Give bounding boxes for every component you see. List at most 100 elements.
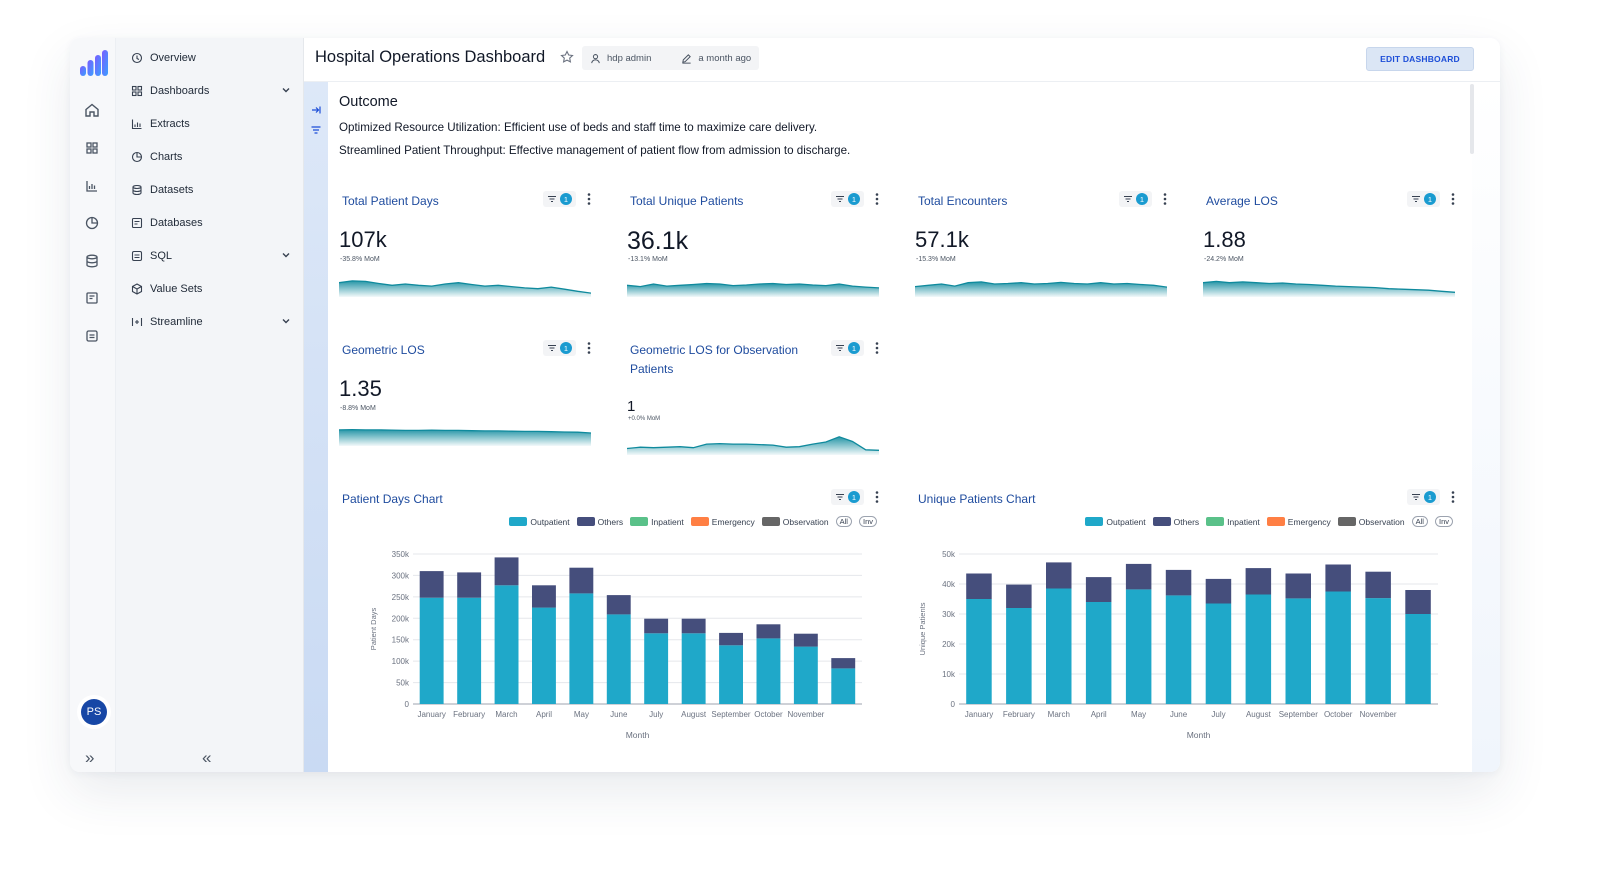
kpi-title[interactable]: Total Unique Patients xyxy=(630,194,744,208)
active-filters-indicator[interactable]: 1 xyxy=(1407,489,1440,505)
chevron-down-icon[interactable] xyxy=(281,85,291,95)
chevron-down-icon[interactable] xyxy=(281,250,291,260)
bar-others[interactable] xyxy=(1205,578,1232,604)
bar-outpatient[interactable] xyxy=(1205,603,1232,705)
datasets-rail-icon[interactable] xyxy=(84,253,100,269)
legend-invert-toggle[interactable]: Inv xyxy=(1434,516,1453,527)
bar-outpatient[interactable] xyxy=(1006,608,1032,704)
bar-outpatient[interactable] xyxy=(1325,591,1351,705)
filter-bar-collapsed[interactable] xyxy=(304,82,328,772)
legend-invert-toggle[interactable]: Inv xyxy=(858,516,877,527)
kebab-menu-icon[interactable] xyxy=(873,192,881,206)
bar-others[interactable] xyxy=(1165,569,1192,596)
filter-icon[interactable] xyxy=(310,124,322,136)
kebab-menu-icon[interactable] xyxy=(873,341,881,355)
bar-others[interactable] xyxy=(1085,577,1112,602)
bar-others[interactable] xyxy=(457,572,482,598)
kpi-title[interactable]: Total Encounters xyxy=(918,194,1008,208)
bar-outpatient[interactable] xyxy=(1125,589,1152,704)
app-logo-icon[interactable] xyxy=(80,50,108,76)
kebab-menu-icon[interactable] xyxy=(1449,192,1457,206)
bar-outpatient[interactable] xyxy=(419,597,444,704)
kebab-menu-icon[interactable] xyxy=(585,192,593,206)
sidebar-item-databases[interactable]: Databases xyxy=(131,213,291,233)
bar-outpatient[interactable] xyxy=(1085,602,1112,704)
legend-item[interactable]: Outpatient xyxy=(509,517,570,527)
bar-outpatient[interactable] xyxy=(1365,598,1391,704)
active-filters-indicator[interactable]: 1 xyxy=(543,191,576,207)
active-filters-indicator[interactable]: 1 xyxy=(1119,191,1152,207)
bar-others[interactable] xyxy=(419,571,444,598)
bar-outpatient[interactable] xyxy=(1405,614,1431,704)
user-avatar[interactable]: PS xyxy=(81,699,107,725)
active-filters-indicator[interactable]: 1 xyxy=(831,489,864,505)
bar-outpatient[interactable] xyxy=(793,646,818,704)
bar-outpatient[interactable] xyxy=(606,614,631,704)
extracts-rail-icon[interactable] xyxy=(84,178,100,194)
bar-others[interactable] xyxy=(644,618,669,634)
scrollbar-thumb[interactable] xyxy=(1470,84,1474,154)
kpi-title[interactable]: Geometric LOS xyxy=(342,343,425,357)
active-filters-indicator[interactable]: 1 xyxy=(1407,191,1440,207)
dashboards-rail-icon[interactable] xyxy=(84,140,100,156)
legend-item[interactable]: Observation xyxy=(761,517,829,527)
bar-outpatient[interactable] xyxy=(1046,588,1072,705)
home-icon[interactable] xyxy=(84,102,100,118)
bar-others[interactable] xyxy=(606,595,631,615)
bar-others[interactable] xyxy=(1125,563,1152,590)
bar-others[interactable] xyxy=(793,633,818,647)
legend-item[interactable]: Observation xyxy=(1337,517,1405,527)
legend-all-toggle[interactable]: All xyxy=(1411,516,1428,527)
legend-item[interactable]: Others xyxy=(1152,517,1199,527)
kebab-menu-icon[interactable] xyxy=(1161,192,1169,206)
bar-outpatient[interactable] xyxy=(1285,598,1312,704)
kebab-menu-icon[interactable] xyxy=(1449,490,1457,504)
sidebar-item-value-sets[interactable]: Value Sets xyxy=(131,279,291,299)
bar-others[interactable] xyxy=(1365,571,1391,599)
bar-outpatient[interactable] xyxy=(532,607,556,704)
bar-outpatient[interactable] xyxy=(1245,594,1272,705)
star-icon[interactable] xyxy=(560,50,574,64)
legend-item[interactable]: Others xyxy=(576,517,623,527)
legend-item[interactable]: Inpatient xyxy=(630,517,684,527)
expand-rail-icon[interactable]: » xyxy=(85,748,95,767)
bar-outpatient[interactable] xyxy=(457,597,482,704)
sidebar-item-dashboards[interactable]: Dashboards xyxy=(131,81,291,101)
collapse-sidebar-icon[interactable]: « xyxy=(202,748,212,767)
charts-rail-icon[interactable] xyxy=(84,215,100,231)
bar-others[interactable] xyxy=(1046,562,1072,589)
legend-item[interactable]: Outpatient xyxy=(1085,517,1146,527)
bar-others[interactable] xyxy=(1285,573,1312,599)
bar-outpatient[interactable] xyxy=(569,593,594,704)
bar-outpatient[interactable] xyxy=(756,638,781,704)
bar-others[interactable] xyxy=(719,632,743,646)
kpi-title[interactable]: Geometric LOS for Observation Patients xyxy=(630,343,799,376)
edit-dashboard-button[interactable]: EDIT DASHBOARD xyxy=(1366,47,1474,71)
chart-title[interactable]: Patient Days Chart xyxy=(342,492,443,506)
sidebar-item-datasets[interactable]: Datasets xyxy=(131,180,291,200)
expand-filters-icon[interactable] xyxy=(310,104,322,116)
bar-outpatient[interactable] xyxy=(494,585,519,704)
bar-others[interactable] xyxy=(494,557,519,586)
sidebar-item-overview[interactable]: Overview xyxy=(131,48,291,68)
databases-rail-icon[interactable] xyxy=(84,290,100,306)
bar-outpatient[interactable] xyxy=(719,645,743,704)
bar-outpatient[interactable] xyxy=(644,633,669,704)
sidebar-item-sql[interactable]: SQL xyxy=(131,246,291,266)
legend-item[interactable]: Inpatient xyxy=(1206,517,1260,527)
chart-title[interactable]: Unique Patients Chart xyxy=(918,492,1036,506)
bar-others[interactable] xyxy=(756,624,781,639)
chevron-down-icon[interactable] xyxy=(281,316,291,326)
kebab-menu-icon[interactable] xyxy=(585,341,593,355)
bar-others[interactable] xyxy=(1245,568,1272,595)
sidebar-item-streamline[interactable]: Streamline xyxy=(131,312,291,332)
legend-item[interactable]: Emergency xyxy=(1266,517,1331,527)
kpi-title[interactable]: Average LOS xyxy=(1206,194,1278,208)
bar-outpatient[interactable] xyxy=(966,599,992,704)
active-filters-indicator[interactable]: 1 xyxy=(831,340,864,356)
sidebar-item-extracts[interactable]: Extracts xyxy=(131,114,291,134)
bar-others[interactable] xyxy=(831,658,856,669)
bar-others[interactable] xyxy=(532,585,556,608)
bar-outpatient[interactable] xyxy=(831,668,856,704)
bar-others[interactable] xyxy=(1405,590,1431,614)
